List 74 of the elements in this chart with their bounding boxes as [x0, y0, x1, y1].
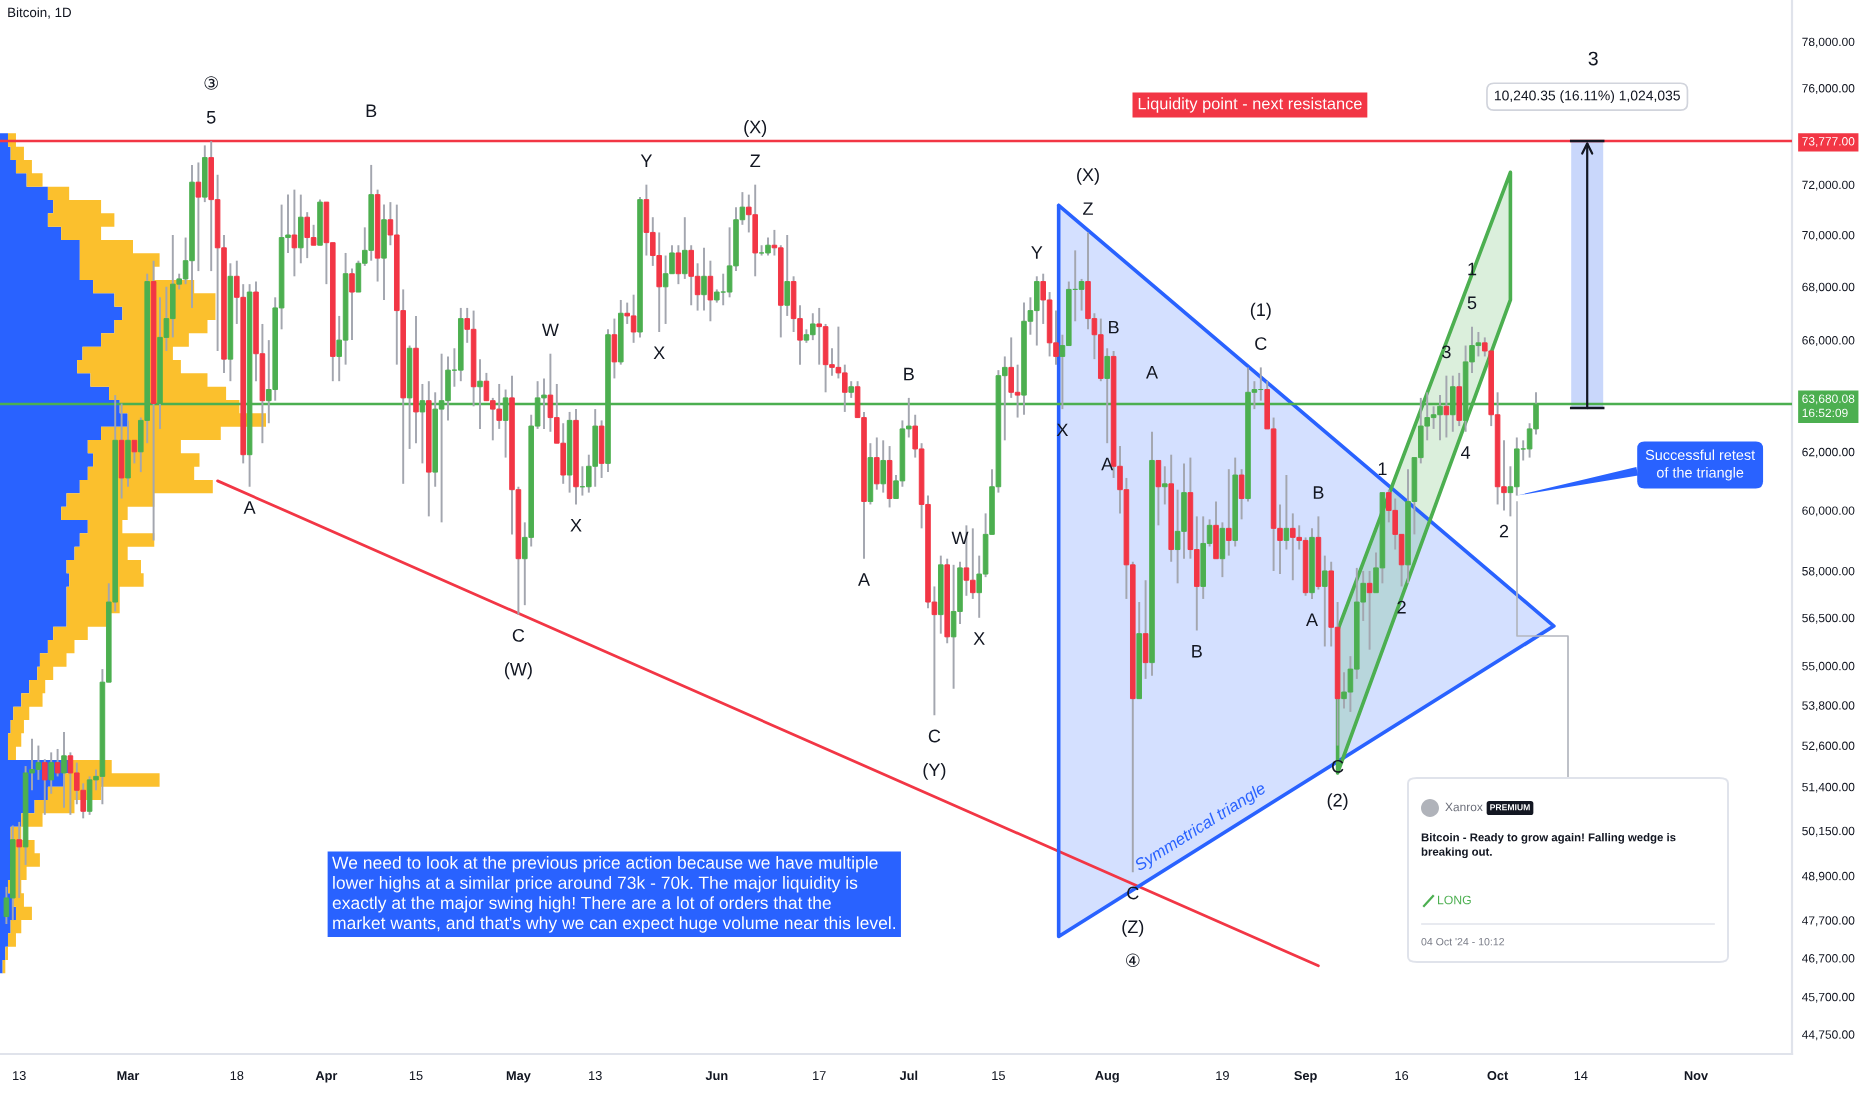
candlestick: [950, 563, 957, 690]
candlestick: [675, 244, 682, 286]
candlestick: [67, 751, 74, 816]
annotation: 4: [1460, 446, 1471, 459]
annotation: C (2): [1327, 759, 1348, 811]
candlestick: [752, 183, 758, 278]
annotation: 2: [1499, 524, 1509, 538]
candlestick: [682, 216, 688, 280]
candlestick: [1290, 512, 1296, 582]
annotation: Y: [640, 154, 653, 168]
candlestick: [1366, 570, 1373, 651]
candlestick: [611, 317, 618, 380]
candlestick: [867, 442, 874, 506]
candlestick: [1034, 275, 1040, 347]
candlestick: [16, 820, 22, 899]
candlestick: [598, 419, 605, 479]
ref-line-label: Liquidity point - next resistance: [1138, 97, 1362, 113]
candlestick: [48, 751, 54, 795]
annotation: C (Y): [923, 729, 946, 780]
annotation: We need to look at the previous price action because we have multiple lower highs at a similar price around 73k - 70k. The major liquidity is exactly at the major swing high! There are a lot of orders that the market wants, and that's why we can expect huge volume near this level.: [332, 856, 896, 933]
annotation: ③ 5: [204, 76, 218, 124]
candlestick: [1226, 468, 1232, 557]
annotation: B: [1313, 486, 1324, 499]
annotation: C (W): [504, 628, 532, 680]
candlestick: [1322, 554, 1328, 648]
candlestick: [125, 419, 131, 488]
annotation: (X) Z: [1077, 167, 1099, 215]
candlestick: [1238, 468, 1245, 521]
annotation: 1: [1378, 462, 1387, 475]
annotation: W: [951, 531, 969, 545]
candlestick: [970, 527, 976, 600]
candlestick: [54, 748, 61, 778]
annotation: (1) C: [1250, 302, 1271, 350]
annotation: B: [1109, 320, 1119, 334]
candlestick: [1162, 465, 1168, 506]
annotation: (X) Z: [744, 120, 767, 168]
candlestick: [630, 293, 637, 344]
candlestick: [880, 439, 886, 494]
annotation: X: [653, 346, 665, 359]
annotation: 3: [1588, 51, 1598, 66]
annotation: W: [541, 323, 559, 337]
candlestick: [720, 272, 726, 307]
candlestick: [1155, 459, 1162, 527]
annotation: A: [243, 501, 256, 514]
annotation: X: [973, 632, 985, 645]
candlestick: [1142, 579, 1149, 680]
annotation: A: [1101, 457, 1114, 471]
candlestick: [61, 731, 67, 809]
candlestick: [701, 246, 707, 312]
annotation: B: [904, 367, 914, 381]
candlestick: [662, 254, 669, 325]
candlestick: [131, 439, 138, 465]
candlestick: [560, 422, 566, 485]
annotation: B: [366, 104, 377, 117]
candlestick: [1443, 374, 1450, 439]
annotation: A: [858, 573, 870, 586]
candlestick: [291, 188, 298, 278]
candlestick: [118, 402, 125, 500]
candlestick: [195, 161, 202, 273]
candlestick: [592, 408, 598, 488]
candlestick: [758, 244, 765, 257]
candlestick: [874, 436, 880, 491]
candlestick: [381, 203, 387, 301]
candlestick: [304, 211, 310, 260]
annotation: A: [1306, 613, 1318, 626]
candlestick: [1456, 371, 1462, 428]
annotation: Y: [1031, 246, 1043, 259]
annotation: B: [1192, 645, 1202, 658]
candlestick: [86, 775, 93, 816]
candlestick: [886, 445, 893, 509]
candlestick: [349, 267, 355, 342]
candlestick: [784, 234, 790, 317]
annotation: A: [1146, 365, 1158, 379]
annotation: X: [570, 519, 582, 532]
